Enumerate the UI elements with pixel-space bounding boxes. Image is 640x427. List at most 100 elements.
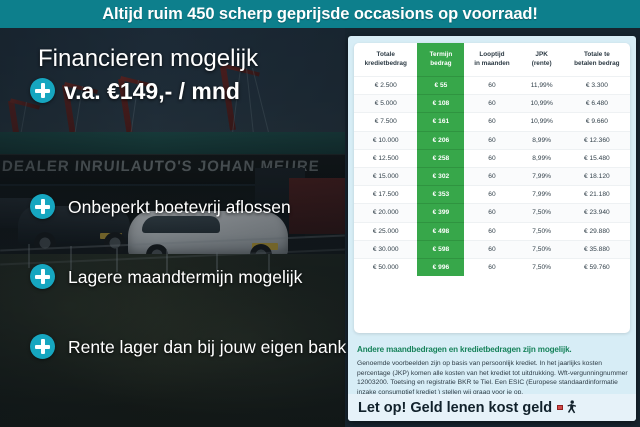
money-walking-away-icon [557,400,577,415]
table-cell: 60 [464,203,520,222]
bullet-item-3: Rente lager dan bij jouw eigen bank [30,334,347,359]
table-cell: 7,50% [519,221,564,241]
table-cell: 10,99% [519,112,564,132]
note-title: Andere maandbedragen en kredietbedragen … [357,345,572,354]
table-row: € 2.500 € 55 60 11,99% € 3.300 [354,75,630,95]
table-cell: 7,50% [519,239,564,259]
table-cell: € 598 [417,239,465,259]
table-cell: 60 [464,148,520,168]
table-header-row: Totale kredietbedrag Termijn bedrag Loopti… [354,43,630,77]
photo-dim-overlay [0,28,345,427]
warning-bar: Let op! Geld lenen kost geld [348,394,636,421]
plus-icon [30,194,55,219]
bullet-item-2: Lagere maandtermijn mogelijk [30,264,345,289]
table-cell: 10,99% [519,94,564,113]
table-cell: € 498 [417,221,465,241]
table-cell: € 55 [417,75,465,95]
col-header-total-credit: Totale kredietbedrag [354,43,418,77]
col-header-term-amount: Termijn bedrag [417,43,465,77]
bullet-label: Lagere maandtermijn mogelijk [68,266,303,287]
headline-claim: Financieren mogelijk v.a. €149,- / mnd [38,44,338,106]
banner-headline: Altijd ruim 450 scherp geprijsde occasio… [102,4,538,23]
table-cell: € 23.940 [563,203,630,222]
table-row: € 30.000 € 598 60 7,50% € 35.880 [354,239,630,259]
col-header-jpk: JPK (rente) [519,43,564,77]
table-cell: 60 [464,257,520,277]
table-cell: 7,99% [519,166,564,186]
table-cell: € 21.180 [563,185,630,204]
top-banner: Altijd ruim 450 scherp geprijsde occasio… [0,0,640,28]
table-cell: € 15.480 [563,148,630,168]
plus-icon [30,334,55,359]
table-cell: € 50.000 [354,257,418,277]
table-cell: 8,99% [519,130,564,150]
table-cell: € 3.300 [563,75,630,95]
table-cell: 60 [464,112,520,132]
table-cell: € 17.500 [354,185,418,204]
bullet-label: Rente lager dan bij jouw eigen bank [68,336,347,357]
table-cell: € 12.500 [354,148,418,168]
table-cell: 11,99% [519,75,564,95]
rates-table-container: Totale kredietbedrag Termijn bedrag Loopti… [354,43,630,333]
table-cell: € 2.500 [354,75,418,95]
warning-text: Let op! Geld lenen kost geld [358,399,553,416]
table-cell: 60 [464,239,520,259]
note-body: Genoemde voorbeelden zijn op basis van p… [357,360,628,396]
table-cell: € 996 [417,257,465,277]
table-cell: € 12.360 [563,130,630,150]
table-row: € 7.500 € 161 60 10,99% € 9.660 [354,112,630,132]
table-cell: 7,99% [519,185,564,204]
table-cell: € 18.120 [563,166,630,186]
table-cell: € 20.000 [354,203,418,222]
left-content-column: Financieren mogelijk v.a. €149,- / mnd O… [0,28,347,427]
table-cell: € 5.000 [354,94,418,113]
bullet-item-1: Onbeperkt boetevrij aflossen [30,194,345,219]
table-cell: € 7.500 [354,112,418,132]
table-cell: € 353 [417,185,465,204]
table-cell: € 15.000 [354,166,418,186]
col-header-duration: Looptijd in maanden [464,43,520,77]
table-row: € 12.500 € 258 60 8,99% € 15.480 [354,148,630,168]
table-cell: 60 [464,166,520,186]
table-row: € 20.000 € 399 60 7,50% € 23.940 [354,203,630,222]
table-row: € 15.000 € 302 60 7,99% € 18.120 [354,166,630,186]
table-cell: € 399 [417,203,465,222]
bullet-label: Onbeperkt boetevrij aflossen [68,196,291,217]
table-cell: 7,50% [519,257,564,277]
table-cell: 60 [464,75,520,95]
table-cell: € 206 [417,130,465,150]
table-row: € 5.000 € 108 60 10,99% € 6.480 [354,94,630,113]
claim-line-2: v.a. €149,- / mnd [64,78,240,104]
col-header-total-payable: Totale te betalen bedrag [563,43,630,77]
table-cell: € 108 [417,94,465,113]
table-row: € 17.500 € 353 60 7,99% € 21.180 [354,185,630,204]
table-cell: € 35.880 [563,239,630,259]
table-row: € 10.000 € 206 60 8,99% € 12.360 [354,130,630,150]
table-cell: 60 [464,130,520,150]
table-cell: € 161 [417,112,465,132]
table-cell: € 29.880 [563,221,630,241]
table-cell: € 302 [417,166,465,186]
table-cell: € 258 [417,148,465,168]
claim-line-1: Financieren mogelijk [38,45,259,72]
table-cell: € 30.000 [354,239,418,259]
table-cell: € 6.480 [563,94,630,113]
table-cell: € 9.660 [563,112,630,132]
plus-icon [30,264,55,289]
plus-icon [30,78,55,103]
table-cell: € 59.760 [563,257,630,277]
table-cell: 60 [464,94,520,113]
rates-card: Totale kredietbedrag Termijn bedrag Loopti… [348,36,636,421]
table-cell: 8,99% [519,148,564,168]
table-row: € 25.000 € 498 60 7,50% € 29.880 [354,221,630,241]
table-row: € 50.000 € 996 60 7,50% € 59.760 [354,257,630,277]
table-cell: 60 [464,185,520,204]
table-body: € 2.500 € 55 60 11,99% € 3.300 € 5.000 € 108 60… [354,75,630,277]
table-cell: 60 [464,221,520,241]
dealership-photo-background: DEALER INRUILAUTO'S JOHAN MEURE ALTIJD 4… [0,28,345,427]
table-cell: € 25.000 [354,221,418,241]
table-cell: € 10.000 [354,130,418,150]
credit-rates-table: Totale kredietbedrag Termijn bedrag Loopti… [354,43,630,277]
table-cell: 7,50% [519,203,564,222]
